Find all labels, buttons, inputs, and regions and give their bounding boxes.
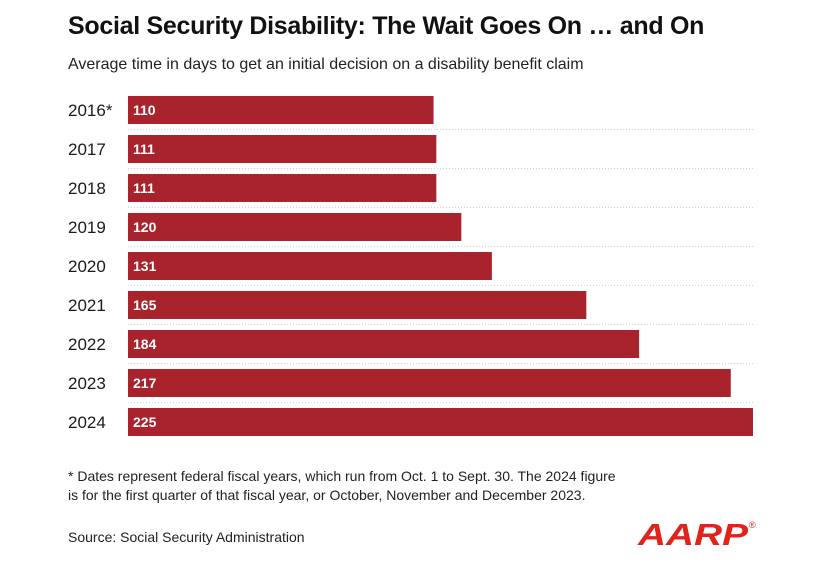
data-label: 110 <box>133 102 156 118</box>
data-label: 111 <box>133 180 155 196</box>
category-label: 2022 <box>68 335 106 354</box>
bar-chart: 2016* 110 2017 111 2018 111 2019 120 2020 131 2021… <box>68 96 753 436</box>
data-label: 131 <box>133 258 157 274</box>
bar <box>128 174 437 202</box>
aarp-registered-mark: ® <box>749 520 756 530</box>
data-label: 217 <box>133 375 157 391</box>
category-label: 2016* <box>68 101 113 120</box>
bar <box>128 213 462 241</box>
aarp-logo: AARP ® <box>637 517 756 550</box>
category-label: 2018 <box>68 179 106 198</box>
category-label: 2017 <box>68 140 106 159</box>
category-label: 2024 <box>68 413 106 432</box>
data-label: 111 <box>133 141 155 157</box>
bar <box>128 330 640 358</box>
category-label: 2023 <box>68 374 106 393</box>
data-label: 120 <box>133 219 157 235</box>
source-note: Source: Social Security Administration <box>68 529 305 545</box>
bar <box>128 369 731 397</box>
category-label: 2021 <box>68 296 106 315</box>
chart-subtitle: Average time in days to get an initial d… <box>68 56 584 73</box>
bar <box>128 135 437 163</box>
bar <box>128 291 587 319</box>
data-label: 225 <box>133 414 157 430</box>
aarp-logo-text: AARP <box>637 517 749 550</box>
chart-title: Social Security Disability: The Wait Goe… <box>68 12 705 40</box>
data-label: 184 <box>133 336 157 352</box>
bar <box>128 408 753 436</box>
bar <box>128 96 434 124</box>
footnote: * Dates represent federal fiscal years, … <box>68 468 616 503</box>
category-label: 2020 <box>68 257 106 276</box>
category-label: 2019 <box>68 218 106 237</box>
bar <box>128 252 492 280</box>
data-label: 165 <box>133 297 157 313</box>
